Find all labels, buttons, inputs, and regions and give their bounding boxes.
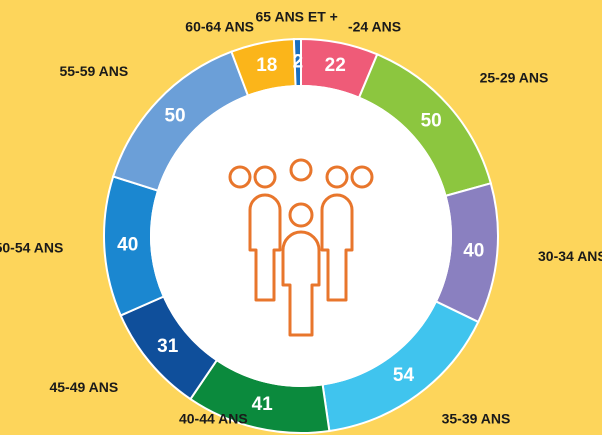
value-label: 40 <box>117 234 138 255</box>
value-label: 2 <box>293 52 304 73</box>
donut-hole <box>150 85 452 387</box>
category-label: 35-39 ANS <box>442 411 511 427</box>
category-label: 30-34 ANS <box>538 248 602 264</box>
value-label: 50 <box>164 106 185 127</box>
value-label: 22 <box>325 55 346 76</box>
category-label: 55-59 ANS <box>59 63 128 79</box>
category-label: 50-54 ANS <box>0 240 63 256</box>
category-label: 25-29 ANS <box>480 69 549 85</box>
value-label: 18 <box>256 55 277 76</box>
category-label: 60-64 ANS <box>185 19 254 35</box>
people-icon <box>228 158 374 337</box>
value-label: 40 <box>463 241 484 262</box>
value-label: 50 <box>421 110 442 131</box>
category-label: -24 ANS <box>348 19 401 35</box>
category-label: 65 ANS ET + <box>256 9 338 25</box>
value-label: 31 <box>157 336 179 357</box>
category-label: 40-44 ANS <box>179 411 248 427</box>
value-label: 54 <box>393 365 415 386</box>
category-label: 45-49 ANS <box>49 379 118 395</box>
value-label: 41 <box>252 394 274 415</box>
